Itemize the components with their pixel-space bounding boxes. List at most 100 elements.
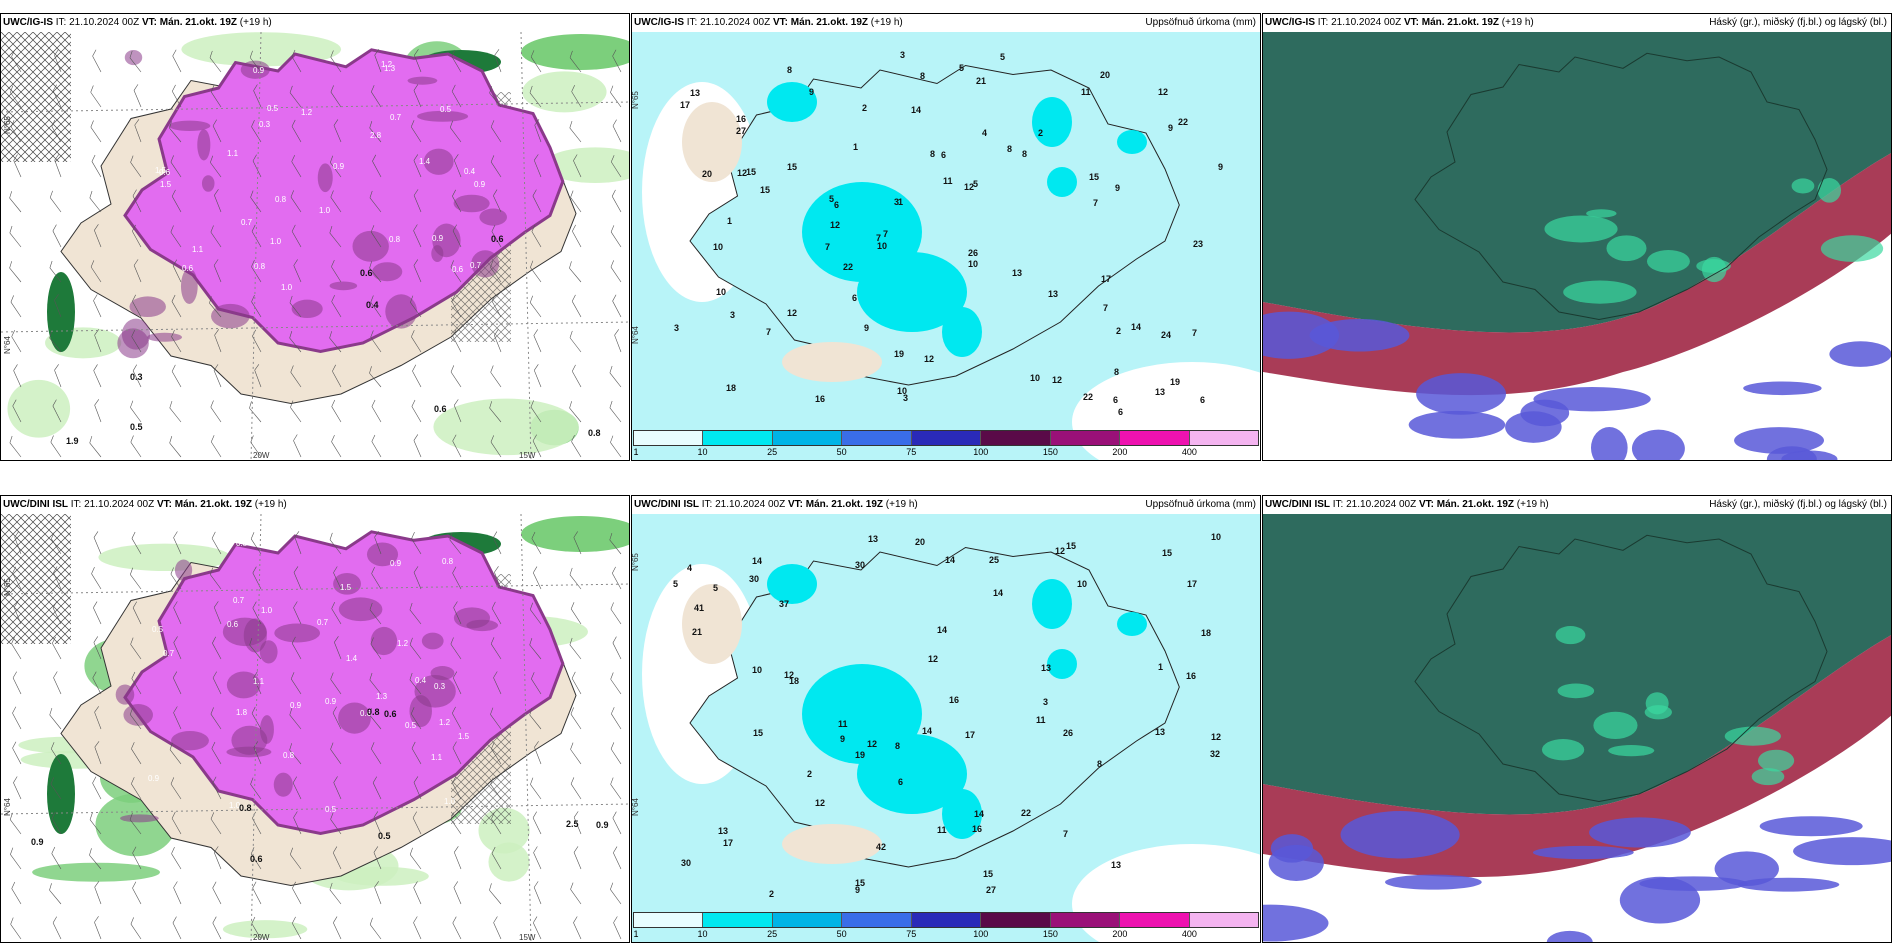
wind-barb: [491, 742, 502, 765]
wind-barb: [12, 741, 22, 765]
wind-barb: [214, 329, 222, 353]
value-label: 0.4: [415, 676, 427, 685]
legend-swatch: [1050, 431, 1121, 445]
value-label: 6: [941, 150, 946, 160]
cloud-core: [171, 731, 209, 751]
wind-barb: [571, 435, 582, 458]
precip-legend: 1 10 25 50 75 100 150 200 400: [632, 430, 1260, 460]
value-label: 17: [680, 100, 690, 110]
value-label: 0.5: [440, 105, 452, 114]
lat-label: N°65: [631, 553, 640, 571]
wind-barb: [212, 881, 222, 905]
wind-barb: [569, 120, 582, 143]
cloud-edge: [1724, 726, 1781, 746]
value-label: 5: [713, 583, 718, 593]
value-label: 3: [730, 310, 735, 320]
wind-barb: [413, 224, 422, 248]
low-cloud-area: [1532, 845, 1634, 860]
low-cloud-area: [1546, 930, 1593, 942]
cloud-core: [259, 715, 274, 744]
wind-barb: [169, 121, 182, 143]
wind-barb: [89, 435, 102, 458]
wind-barb: [570, 882, 582, 905]
wind-barb: [212, 916, 222, 940]
value-label: 30: [855, 560, 865, 570]
wind-barb: [330, 190, 342, 213]
legend-swatch: [634, 431, 704, 445]
value-label: 7: [1103, 303, 1108, 313]
wind-barb: [489, 401, 502, 423]
value-label: 13: [1111, 860, 1121, 870]
panel-header: UWC/DINI ISL IT: 21.10.2024 00Z VT: Mán.…: [1263, 496, 1891, 514]
map-panel-cloud-row2: UWC/DINI ISL IT: 21.10.2024 00Z VT: Mán.…: [0, 495, 630, 943]
value-label: 37: [779, 599, 789, 609]
cloud-core: [124, 49, 143, 66]
cloud-core: [273, 772, 293, 797]
wind-barb: [130, 567, 142, 590]
precip-area: [1047, 167, 1077, 197]
wind-barb: [374, 49, 382, 73]
value-label: 9: [855, 885, 860, 895]
legend-swatch: [911, 431, 982, 445]
wind-barb: [129, 50, 142, 73]
wind-barb: [251, 224, 262, 248]
gridline: [1, 321, 629, 333]
wind-barb: [131, 742, 142, 765]
wind-barb: [412, 364, 422, 388]
value-label: 11: [937, 825, 947, 835]
wind-barb: [374, 881, 382, 905]
cloud-edge: [1791, 178, 1815, 194]
legend-tick-label: 50: [836, 929, 847, 939]
value-label: 1.0: [270, 237, 282, 246]
precip-area: [767, 82, 817, 122]
wind-barb: [49, 331, 62, 353]
value-label: 1.3: [384, 64, 396, 73]
value-label: 13: [1041, 663, 1051, 673]
lon-label: 15W: [519, 933, 536, 942]
wind-barb: [289, 707, 302, 730]
value-label: 0.8: [275, 195, 287, 204]
low-cloud-area: [1631, 429, 1685, 460]
gridline: [250, 514, 262, 942]
wind-barb: [370, 295, 382, 318]
legend-tick-label: 1: [633, 447, 639, 457]
wind-barb: [452, 566, 462, 590]
wind-barb: [534, 741, 542, 765]
high-cloud-area: [1263, 32, 1891, 333]
wind-barb: [612, 294, 622, 318]
value-label: 12: [928, 654, 938, 664]
value-label: 12: [1055, 546, 1065, 556]
wind-barb: [373, 846, 382, 870]
value-label: 15: [753, 728, 763, 738]
wind-barb: [452, 671, 462, 695]
wind-barb: [611, 189, 622, 213]
wind-barb: [409, 672, 422, 695]
wind-barb: [413, 916, 422, 940]
value-label: 1.1: [253, 677, 265, 686]
value-label: 7: [1063, 829, 1068, 839]
wind-barb: [130, 637, 142, 660]
cloud-core: [201, 175, 215, 192]
value-label: 1.5: [340, 583, 352, 592]
value-label: 7: [1192, 328, 1197, 338]
wind-barb: [52, 601, 62, 625]
wind-barb: [371, 85, 382, 108]
value-label: 2: [807, 769, 812, 779]
wind-barb: [409, 637, 422, 660]
wind-barb: [49, 190, 62, 213]
wind-barb: [209, 296, 222, 318]
wind-barb: [49, 883, 62, 905]
wind-barb: [9, 435, 22, 458]
value-label: 1.0: [281, 283, 293, 292]
wind-barb: [54, 364, 62, 388]
legend-tick-label: 10: [697, 447, 708, 457]
value-label: 0.7: [233, 596, 245, 605]
wind-barb: [533, 881, 542, 905]
precip-legend: 1 10 25 50 75 100 150 200 400: [632, 912, 1260, 942]
value-label: 13: [718, 826, 728, 836]
wind-barb: [413, 434, 422, 458]
wind-barb: [13, 601, 22, 625]
cloud-core: [407, 76, 438, 85]
value-label: 7: [1093, 198, 1098, 208]
value-label: 3: [1043, 697, 1048, 707]
